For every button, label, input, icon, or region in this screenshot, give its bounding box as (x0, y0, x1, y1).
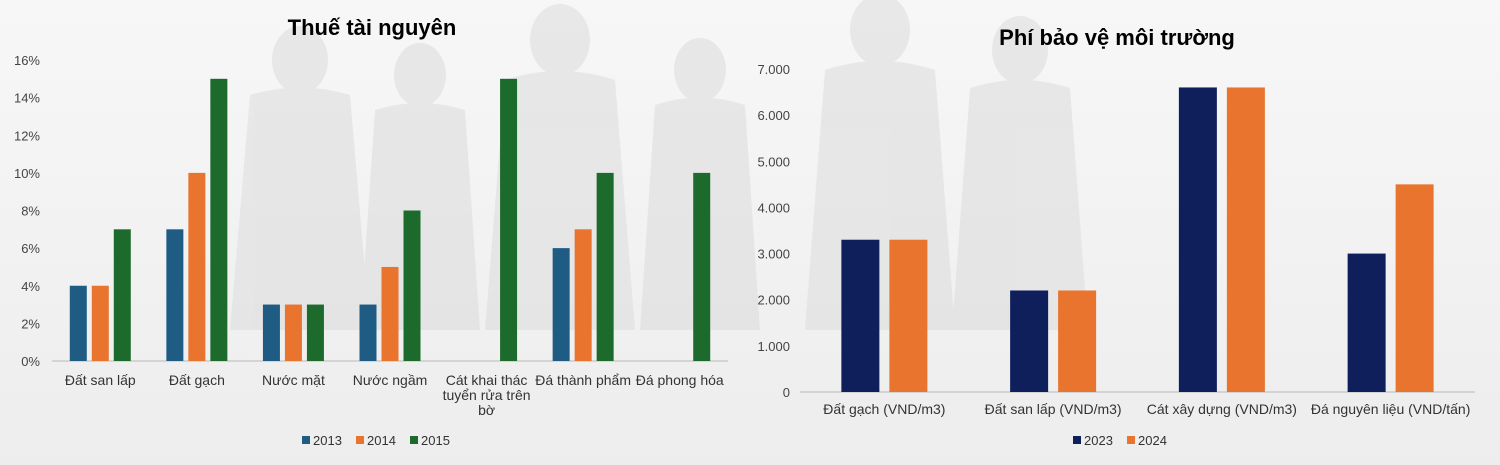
y-tick-label: 5.000 (757, 154, 790, 169)
bar-2024-0 (889, 239, 928, 392)
y-tick-label: 2.000 (757, 293, 790, 308)
x-category-label: tuyển rửa trên (443, 387, 531, 403)
y-tick-label: 14% (14, 91, 40, 106)
y-tick-label: 6.000 (757, 108, 790, 123)
bar-2015-0 (113, 229, 131, 361)
y-tick-label: 16% (14, 53, 40, 68)
chart-title: Thuế tài nguyên (288, 15, 457, 40)
bar-2013-2 (262, 304, 280, 361)
bar-2015-1 (210, 78, 228, 361)
chart-phi-bao-ve-moi-truong: Phí bảo vệ môi trường 0 1.000 2.000 3.000 4.0… (757, 25, 1475, 448)
y-tick-label: 7.000 (757, 62, 790, 77)
y-tick-label: 4% (21, 279, 40, 294)
x-category-label: Đất gạch (VND/m3) (823, 401, 945, 417)
bar-2014-0 (91, 285, 109, 361)
x-category-label: Nước ngầm (353, 372, 428, 388)
bar-2023-1 (1010, 290, 1049, 392)
y-tick-label: 1.000 (757, 339, 790, 354)
bar-2013-0 (69, 285, 87, 361)
legend-label-2023: 2023 (1084, 433, 1113, 448)
bar-2014-3 (381, 266, 399, 361)
bar-2014-5 (574, 229, 592, 361)
bar-2013-3 (359, 304, 377, 361)
bar-2015-4 (500, 78, 518, 361)
y-tick-label: 0% (21, 354, 40, 369)
bar-2013-5 (552, 248, 570, 361)
bar-2024-3 (1395, 184, 1434, 392)
bar-2013-1 (166, 229, 184, 361)
legend-swatch-2015 (410, 436, 418, 444)
x-category-label: Đá nguyên liệu (VND/tấn) (1311, 401, 1471, 417)
bar-2015-3 (403, 210, 421, 361)
y-tick-label: 6% (21, 241, 40, 256)
y-tick-label: 4.000 (757, 200, 790, 215)
bar-2024-1 (1058, 290, 1097, 392)
legend-label-2013: 2013 (313, 433, 342, 448)
bar-2014-1 (188, 172, 206, 361)
bar-2023-2 (1178, 87, 1217, 392)
bar-2024-2 (1226, 87, 1265, 392)
y-tick-label: 3.000 (757, 247, 790, 262)
x-category-label: Đất san lấp (VND/m3) (985, 401, 1122, 417)
x-category-label: Cát khai thác (446, 372, 528, 388)
bar-2015-6 (693, 172, 711, 361)
bar-2023-0 (841, 239, 880, 392)
y-tick-label: 0 (783, 385, 790, 400)
bar-2015-2 (306, 304, 324, 361)
y-tick-label: 10% (14, 166, 40, 181)
x-category-label: Đất gạch (169, 372, 225, 388)
legend-label-2024: 2024 (1138, 433, 1167, 448)
chart-thue-tai-nguyen: Thuế tài nguyên 0% 2% 4% 6% 8% 10% 12% 14% 16% Đất… (14, 15, 728, 448)
bar-2015-5 (596, 172, 614, 361)
y-tick-label: 8% (21, 204, 40, 219)
chart-title: Phí bảo vệ môi trường (999, 25, 1235, 50)
x-category-label: Nước mặt (262, 372, 325, 388)
y-tick-label: 2% (21, 316, 40, 331)
x-category-label: Đá thành phẩm (535, 372, 631, 388)
y-tick-label: 12% (14, 128, 40, 143)
bar-2023-3 (1347, 253, 1386, 392)
legend-swatch-2013 (302, 436, 310, 444)
legend-swatch-2014 (356, 436, 364, 444)
bar-2014-2 (284, 304, 302, 361)
legend-swatch-2024 (1127, 436, 1135, 444)
legend-label-2014: 2014 (367, 433, 396, 448)
legend-swatch-2023 (1073, 436, 1081, 444)
x-category-label: Đá phong hóa (636, 372, 724, 388)
legend-label-2015: 2015 (421, 433, 450, 448)
x-category-label: bờ (478, 402, 495, 418)
x-category-label: Cát xây dựng (VND/m3) (1147, 401, 1297, 417)
x-category-label: Đất san lấp (65, 372, 136, 388)
